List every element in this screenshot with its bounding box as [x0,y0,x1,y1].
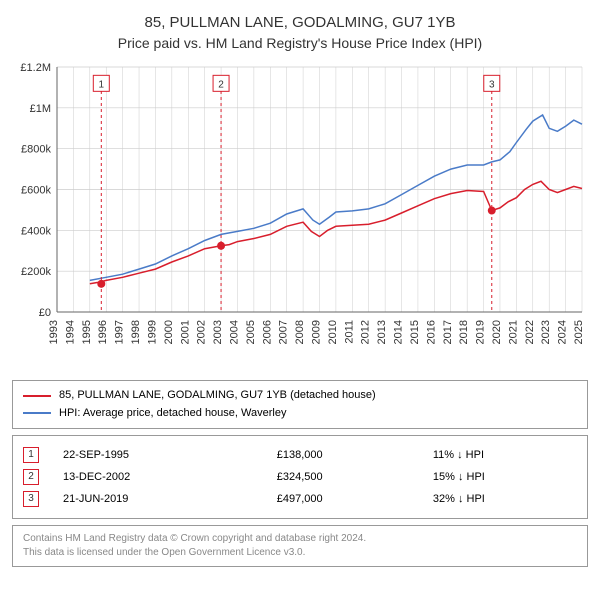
svg-text:£200k: £200k [21,266,51,278]
svg-text:£0: £0 [39,307,51,319]
svg-text:2024: 2024 [557,320,569,344]
transaction-delta: 11% ↓ HPI [433,444,577,466]
transaction-price: £138,000 [277,444,421,466]
svg-text:£800k: £800k [21,144,51,156]
chart-subtitle: Price paid vs. HM Land Registry's House … [12,35,588,51]
transaction-row: 3 21-JUN-2019 £497,000 32% ↓ HPI [23,488,577,510]
marker-dot-3 [488,207,496,215]
svg-text:£600k: £600k [21,185,51,197]
svg-text:2021: 2021 [507,320,519,344]
svg-text:2002: 2002 [196,320,208,344]
svg-text:2012: 2012 [360,320,372,344]
svg-text:3: 3 [489,79,495,90]
transaction-date: 13-DEC-2002 [63,466,265,488]
transaction-row: 1 22-SEP-1995 £138,000 11% ↓ HPI [23,444,577,466]
svg-text:1: 1 [99,79,105,90]
transaction-price: £497,000 [277,488,421,510]
chart-title: 85, PULLMAN LANE, GODALMING, GU7 1YB [12,12,588,33]
svg-text:1996: 1996 [97,320,109,344]
svg-text:2000: 2000 [163,320,175,344]
svg-text:1997: 1997 [114,320,126,344]
svg-text:2: 2 [218,79,224,90]
attribution: Contains HM Land Registry data © Crown c… [12,525,588,567]
svg-text:2020: 2020 [491,320,503,344]
svg-text:2007: 2007 [278,320,290,344]
svg-text:2022: 2022 [524,320,536,344]
legend-label: 85, PULLMAN LANE, GODALMING, GU7 1YB (de… [59,387,376,405]
transaction-badge: 1 [23,447,39,463]
legend-swatch [23,412,51,414]
svg-text:2016: 2016 [425,320,437,344]
svg-text:1998: 1998 [130,320,142,344]
svg-text:£400k: £400k [21,225,51,237]
legend-item: HPI: Average price, detached house, Wave… [23,405,577,423]
svg-text:2018: 2018 [458,320,470,344]
legend-swatch [23,395,51,397]
svg-text:2014: 2014 [393,320,405,344]
svg-text:£1M: £1M [30,103,51,115]
svg-text:2006: 2006 [261,320,273,344]
transaction-badge: 3 [23,491,39,507]
transaction-date: 21-JUN-2019 [63,488,265,510]
marker-dot-1 [97,280,105,288]
svg-text:2004: 2004 [228,320,240,344]
transaction-row: 2 13-DEC-2002 £324,500 15% ↓ HPI [23,466,577,488]
chart-area: £0 £200k £400k £600k £800k £1M £1.2M 1993 1994 19… [12,57,588,372]
transaction-date: 22-SEP-1995 [63,444,265,466]
transaction-delta: 32% ↓ HPI [433,488,577,510]
svg-text:2019: 2019 [475,320,487,344]
svg-text:1999: 1999 [146,320,158,344]
svg-text:2003: 2003 [212,320,224,344]
transaction-badge: 2 [23,469,39,485]
svg-text:1993: 1993 [48,320,60,344]
svg-text:2025: 2025 [573,320,585,344]
svg-text:1994: 1994 [64,320,76,344]
transaction-price: £324,500 [277,466,421,488]
svg-text:2008: 2008 [294,320,306,344]
svg-text:2013: 2013 [376,320,388,344]
svg-text:2001: 2001 [179,320,191,344]
svg-text:2011: 2011 [343,320,355,344]
legend-label: HPI: Average price, detached house, Wave… [59,405,286,423]
marker-dot-2 [217,242,225,250]
transaction-delta: 15% ↓ HPI [433,466,577,488]
attribution-line: Contains HM Land Registry data © Crown c… [23,532,577,546]
svg-text:£1.2M: £1.2M [20,62,51,74]
chart-svg: £0 £200k £400k £600k £800k £1M £1.2M 1993 1994 19… [12,57,588,367]
transactions-table: 1 22-SEP-1995 £138,000 11% ↓ HPI 2 13-DEC-200… [12,435,588,519]
svg-text:2005: 2005 [245,320,257,344]
svg-text:2010: 2010 [327,320,339,344]
svg-text:2009: 2009 [311,320,323,344]
svg-text:2017: 2017 [442,320,454,344]
chart-header: 85, PULLMAN LANE, GODALMING, GU7 1YB Pri… [12,12,588,51]
legend-item: 85, PULLMAN LANE, GODALMING, GU7 1YB (de… [23,387,577,405]
svg-text:1995: 1995 [81,320,93,344]
svg-text:2015: 2015 [409,320,421,344]
legend: 85, PULLMAN LANE, GODALMING, GU7 1YB (de… [12,380,588,429]
attribution-line: This data is licensed under the Open Gov… [23,546,577,560]
svg-text:2023: 2023 [540,320,552,344]
